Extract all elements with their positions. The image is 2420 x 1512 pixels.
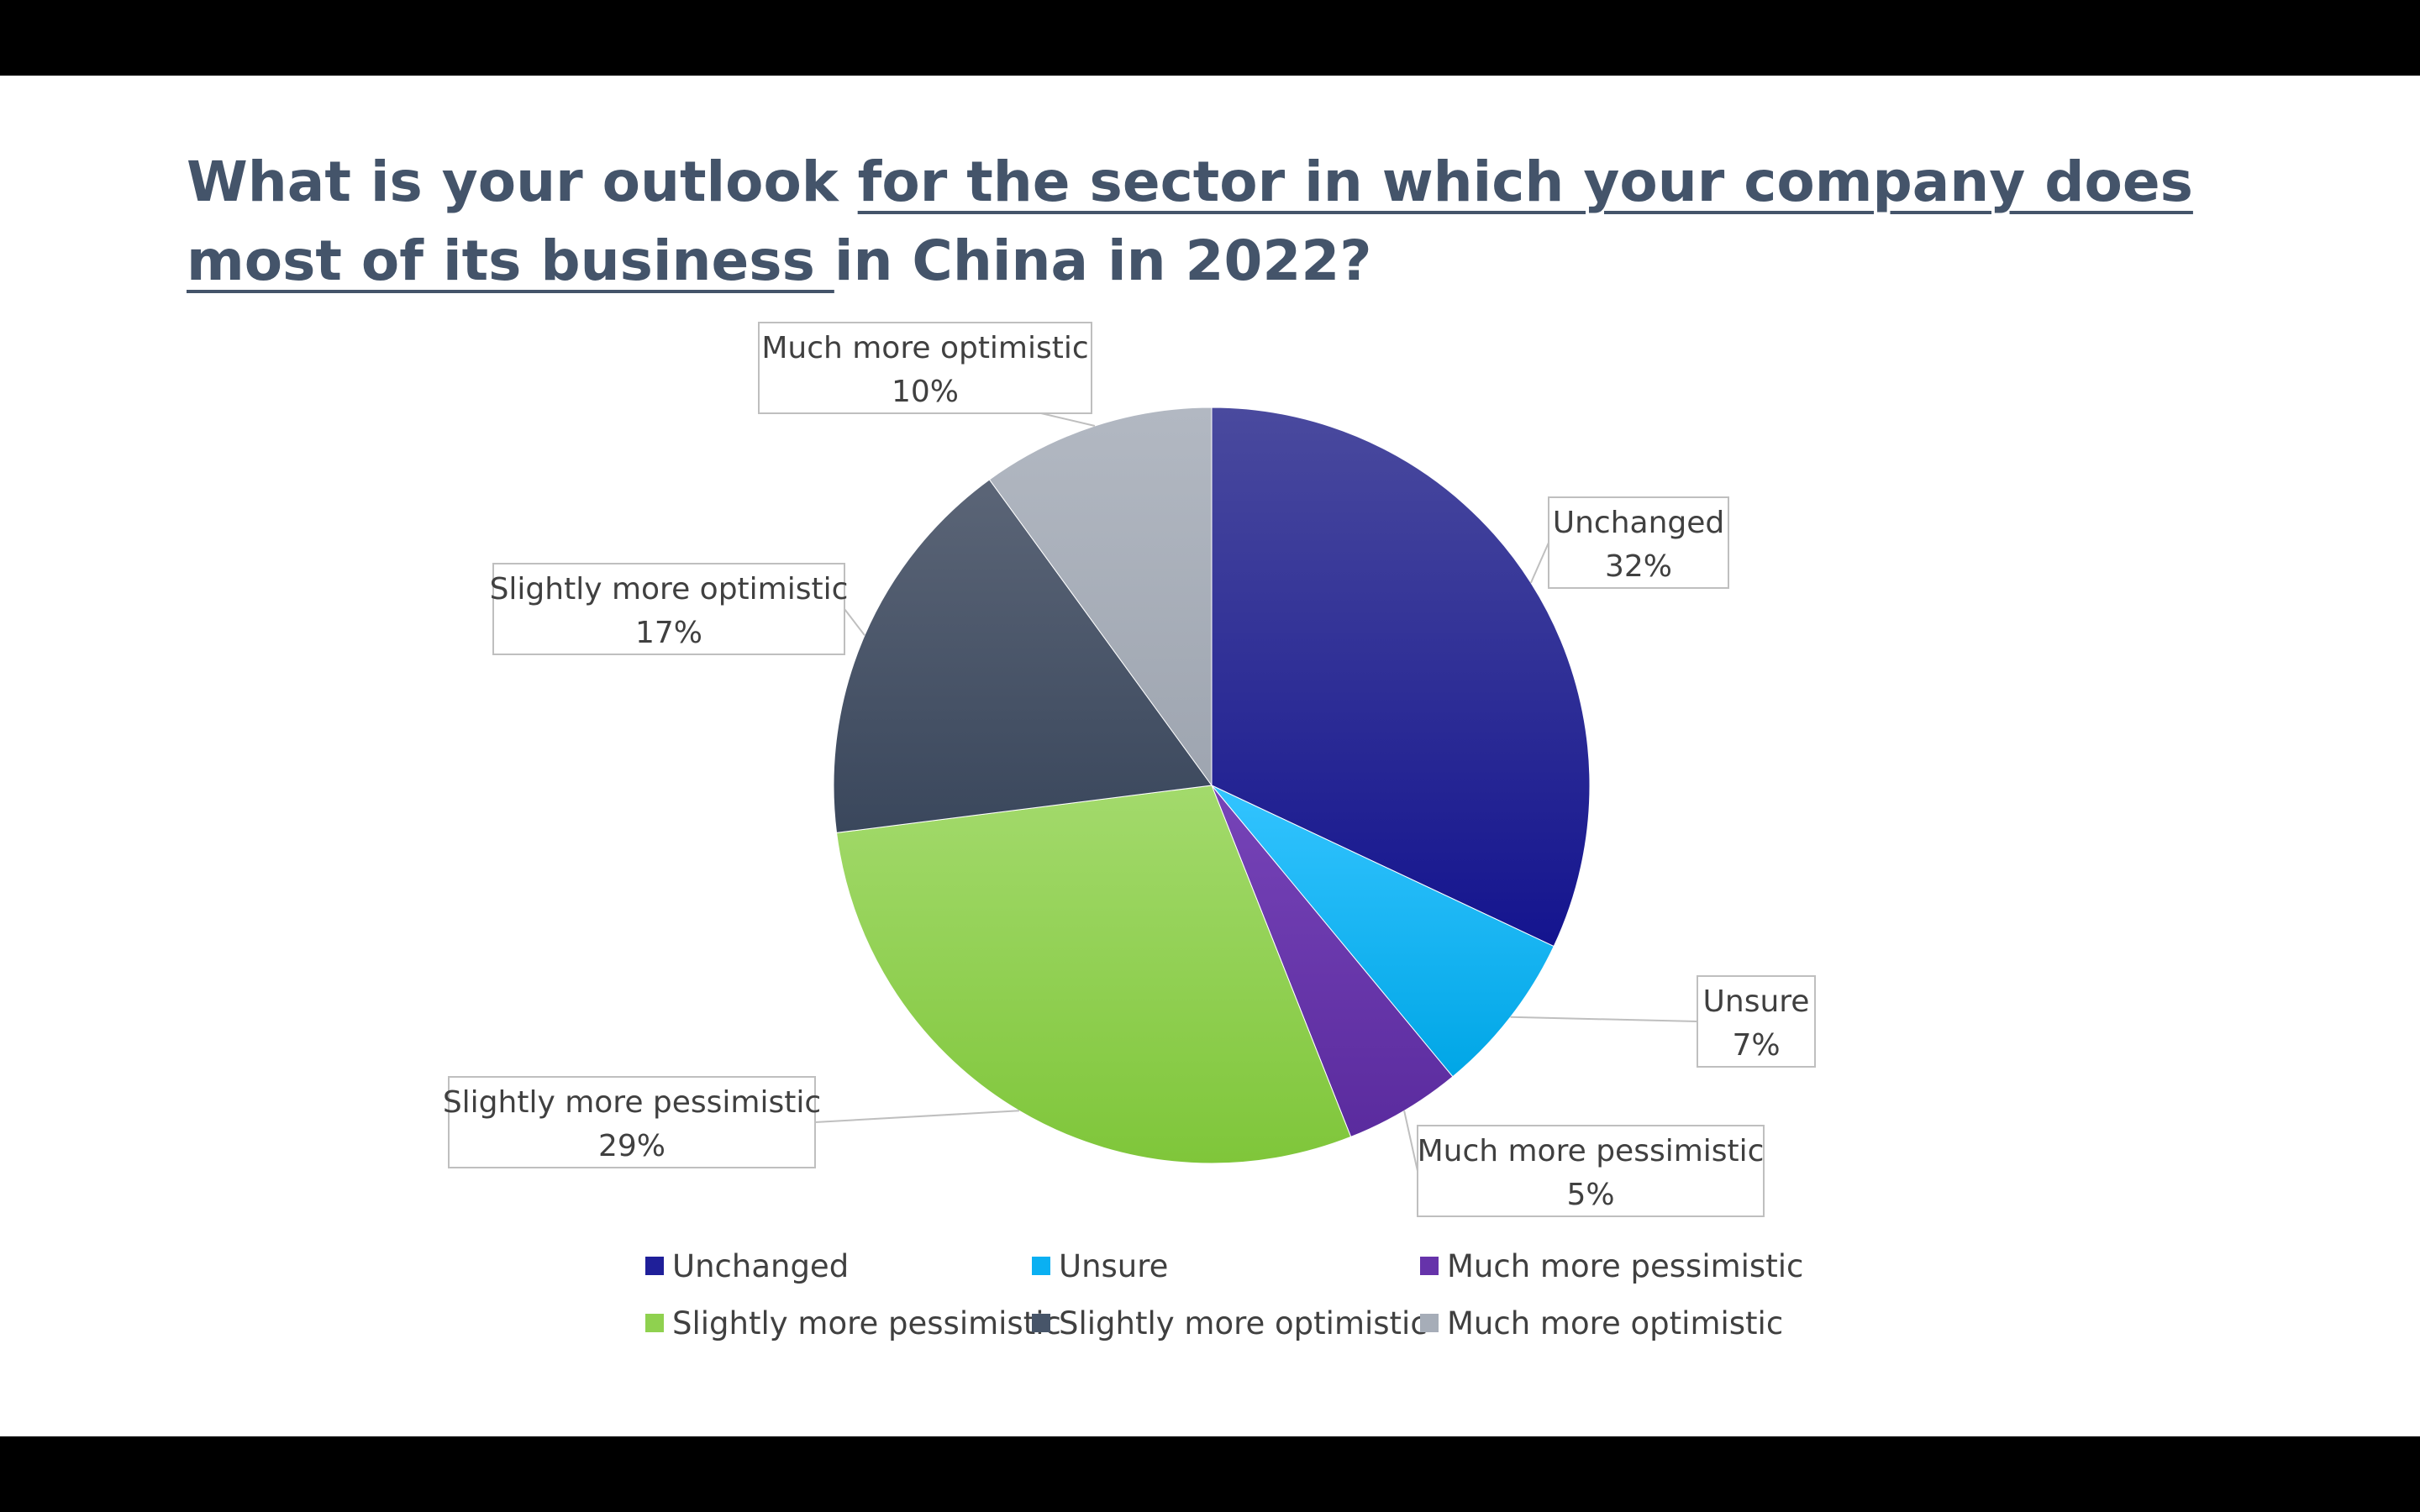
title-part-2-underlined: for the sector in which your company doe… — [187, 150, 2193, 293]
legend-item-much-more-optimistic: Much more optimistic — [1420, 1305, 1783, 1341]
data-label-box — [1697, 975, 1816, 1068]
data-label-slightly-more-optimistic: Slightly more optimistic 17% — [490, 563, 849, 655]
data-label-box — [492, 563, 845, 655]
data-label-value: 5% — [1566, 1178, 1614, 1212]
data-label-category: Slightly more pessimistic — [443, 1085, 821, 1120]
data-label-category: Unsure — [1703, 984, 1810, 1019]
legend-swatch — [1420, 1257, 1439, 1275]
leader-line — [1510, 1016, 1698, 1022]
pie-slices — [833, 407, 1591, 1164]
pie-chart: Unchanged 32% Unsure 7% Much more pessimisti… — [443, 322, 1816, 1341]
leader-line — [1529, 542, 1549, 584]
chart-title: What is your outlook for the sector in w… — [187, 143, 2237, 301]
legend-item-slightly-more-optimistic: Slightly more optimistic — [1032, 1305, 1428, 1341]
legend-label: Slightly more optimistic — [1059, 1305, 1428, 1341]
legend-item-slightly-more-pessimistic: Slightly more pessimistic — [645, 1305, 1061, 1341]
pie-slice-much-more-optimistic — [988, 407, 1213, 787]
data-label-category: Much more optimistic — [761, 331, 1088, 365]
legend-item-much-more-pessimistic: Much more pessimistic — [1420, 1248, 1803, 1284]
leader-lines — [814, 412, 1698, 1172]
data-label-value: 17% — [635, 616, 702, 650]
data-label-unsure: Unsure 7% — [1697, 975, 1816, 1068]
slide: What is your outlook for the sector in w… — [0, 76, 2420, 1436]
leader-line — [814, 1110, 1019, 1123]
data-label-box — [448, 1076, 816, 1168]
legend: Unchanged Unsure Much more pessimistic Slig… — [645, 1248, 1803, 1341]
data-label-category: Much more pessimistic — [1418, 1134, 1765, 1168]
legend-swatch — [1420, 1314, 1439, 1332]
legend-label: Much more optimistic — [1447, 1305, 1783, 1341]
legend-item-unsure: Unsure — [1032, 1248, 1168, 1284]
data-label-value: 32% — [1605, 549, 1672, 584]
data-label-slightly-more-pessimistic: Slightly more pessimistic 29% — [443, 1076, 821, 1168]
pie-slice-slightly-more-pessimistic — [835, 785, 1352, 1164]
leader-line — [1403, 1110, 1418, 1172]
data-label-unchanged: Unchanged 32% — [1548, 496, 1729, 589]
legend-label: Slightly more pessimistic — [672, 1305, 1061, 1341]
data-label-value: 29% — [598, 1129, 666, 1163]
legend-swatch — [1032, 1257, 1050, 1275]
data-label-value: 10% — [892, 375, 959, 409]
legend-label: Unsure — [1059, 1248, 1168, 1284]
pie-slice-unsure — [1211, 785, 1555, 1078]
data-label-box — [1417, 1125, 1765, 1217]
data-label-category: Slightly more optimistic — [490, 572, 849, 606]
legend-label: Much more pessimistic — [1447, 1248, 1803, 1284]
data-label-category: Unchanged — [1553, 506, 1725, 540]
title-part-1: What is your outlook — [187, 150, 858, 214]
data-labels: Unchanged 32% Unsure 7% Much more pessimisti… — [443, 322, 1816, 1217]
legend-swatch — [645, 1257, 664, 1275]
data-label-value: 7% — [1732, 1028, 1780, 1063]
data-label-box — [758, 322, 1092, 414]
legend-swatch — [1032, 1314, 1050, 1332]
legend-item-unchanged: Unchanged — [645, 1248, 849, 1284]
data-label-box — [1548, 496, 1729, 589]
title-part-3: in China in 2022? — [834, 228, 1372, 293]
legend-swatch — [645, 1314, 664, 1332]
data-label-much-more-optimistic: Much more optimistic 10% — [758, 322, 1092, 414]
leader-line — [1040, 412, 1096, 427]
legend-label: Unchanged — [672, 1248, 849, 1284]
leader-line — [844, 608, 865, 636]
data-label-much-more-pessimistic: Much more pessimistic 5% — [1417, 1125, 1765, 1217]
